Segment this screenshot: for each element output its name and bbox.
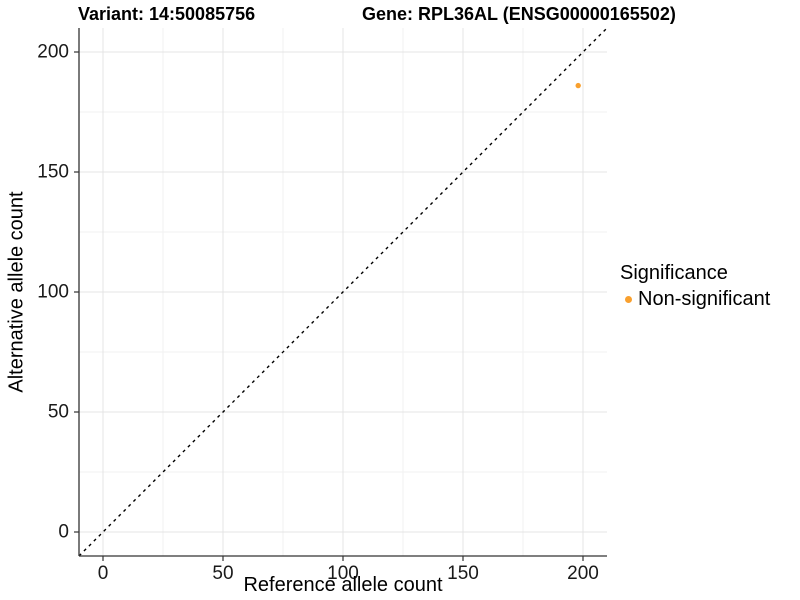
x-tick-label: 0 bbox=[98, 563, 109, 584]
gene-title: Gene: RPL36AL (ENSG00000165502) bbox=[362, 4, 676, 24]
legend-item-non-significant: Non-significant bbox=[620, 288, 770, 311]
y-tick-label: 50 bbox=[48, 402, 69, 423]
y-tick-label: 100 bbox=[37, 282, 69, 303]
legend-title: Significance bbox=[620, 262, 728, 284]
y-tick-label: 0 bbox=[58, 522, 69, 543]
legend-point-icon bbox=[625, 296, 632, 303]
legend-item-label: Non-significant bbox=[638, 288, 771, 310]
y-axis-title: Alternative allele count bbox=[5, 191, 28, 393]
identity-dashed-line bbox=[78, 27, 608, 557]
x-tick-label: 100 bbox=[327, 563, 359, 584]
y-tick-label: 150 bbox=[37, 162, 69, 183]
legend: Significance Non-significant bbox=[620, 262, 770, 311]
x-tick-label: 200 bbox=[567, 563, 599, 584]
y-tick-label: 200 bbox=[37, 42, 69, 63]
x-tick-label: 50 bbox=[212, 563, 233, 584]
variant-title: Variant: 14:50085756 bbox=[78, 4, 256, 24]
x-tick-label: 150 bbox=[447, 563, 479, 584]
x-axis-title: Reference allele count bbox=[243, 574, 443, 596]
data-point bbox=[575, 82, 581, 89]
